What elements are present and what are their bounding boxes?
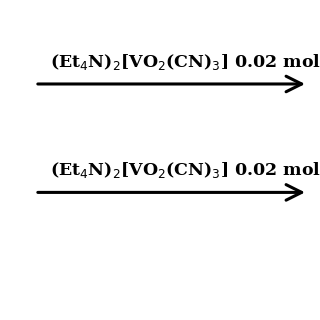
- Text: (Et$_4$N)$_2$[VO$_2$(CN)$_3$] 0.02 mol%: (Et$_4$N)$_2$[VO$_2$(CN)$_3$] 0.02 mol%: [50, 52, 320, 72]
- Text: (Et$_4$N)$_2$[VO$_2$(CN)$_3$] 0.02 mol%: (Et$_4$N)$_2$[VO$_2$(CN)$_3$] 0.02 mol%: [50, 160, 320, 180]
